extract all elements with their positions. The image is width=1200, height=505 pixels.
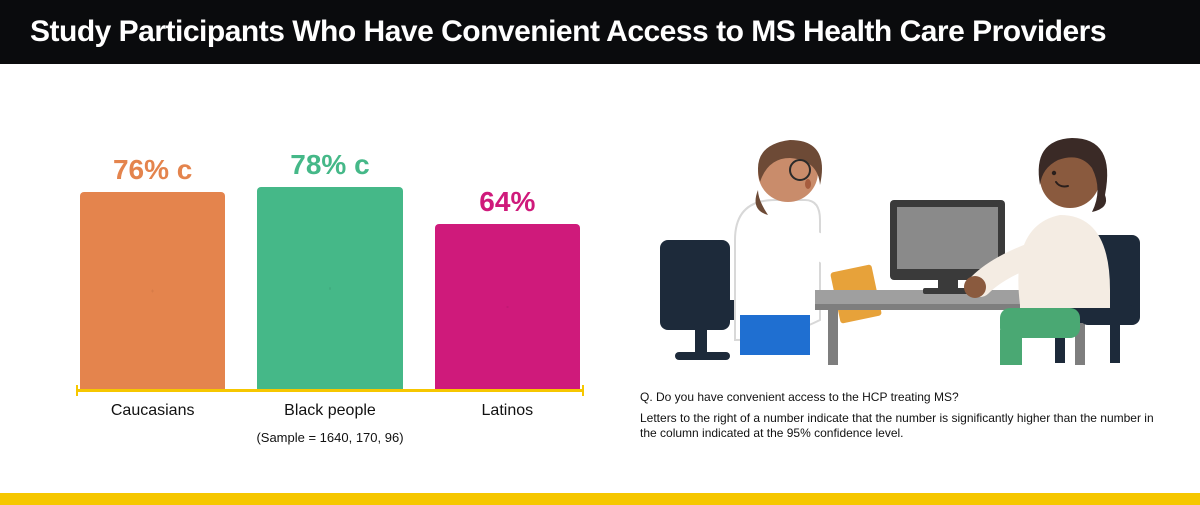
bar-caucasians: 76% c	[80, 90, 225, 390]
bar-rect	[80, 192, 225, 390]
bar-latinos: 64%	[435, 90, 580, 390]
bar-chart: 76% c 78% c 64% Caucasians Black people …	[80, 75, 580, 445]
footnotes: Q. Do you have convenient access to the …	[640, 390, 1160, 447]
bar-value-label: 64%	[479, 186, 535, 218]
title-bar: Study Participants Who Have Convenient A…	[0, 0, 1200, 64]
footnote-question: Q. Do you have convenient access to the …	[640, 390, 1160, 405]
bar-group: 76% c 78% c 64%	[80, 90, 580, 390]
bottom-strip	[0, 493, 1200, 505]
sample-note: (Sample = 1640, 170, 96)	[80, 430, 580, 445]
infographic-root: Study Participants Who Have Convenient A…	[0, 0, 1200, 505]
category-labels: Caucasians Black people Latinos	[80, 402, 580, 420]
bar-value-label: 78% c	[290, 149, 369, 181]
category-label: Latinos	[435, 402, 580, 420]
x-axis	[76, 389, 584, 392]
doctor-patient-illustration	[640, 90, 1160, 370]
bar-rect	[435, 224, 580, 390]
bar-value-label: 76% c	[113, 154, 192, 186]
doctor-figure	[735, 140, 882, 355]
category-label: Caucasians	[80, 402, 225, 420]
category-label: Black people	[257, 402, 402, 420]
page-title: Study Participants Who Have Convenient A…	[30, 15, 1106, 49]
footnote-significance: Letters to the right of a number indicat…	[640, 411, 1160, 441]
bar-rect	[257, 187, 402, 390]
bar-black-people: 78% c	[257, 90, 402, 390]
